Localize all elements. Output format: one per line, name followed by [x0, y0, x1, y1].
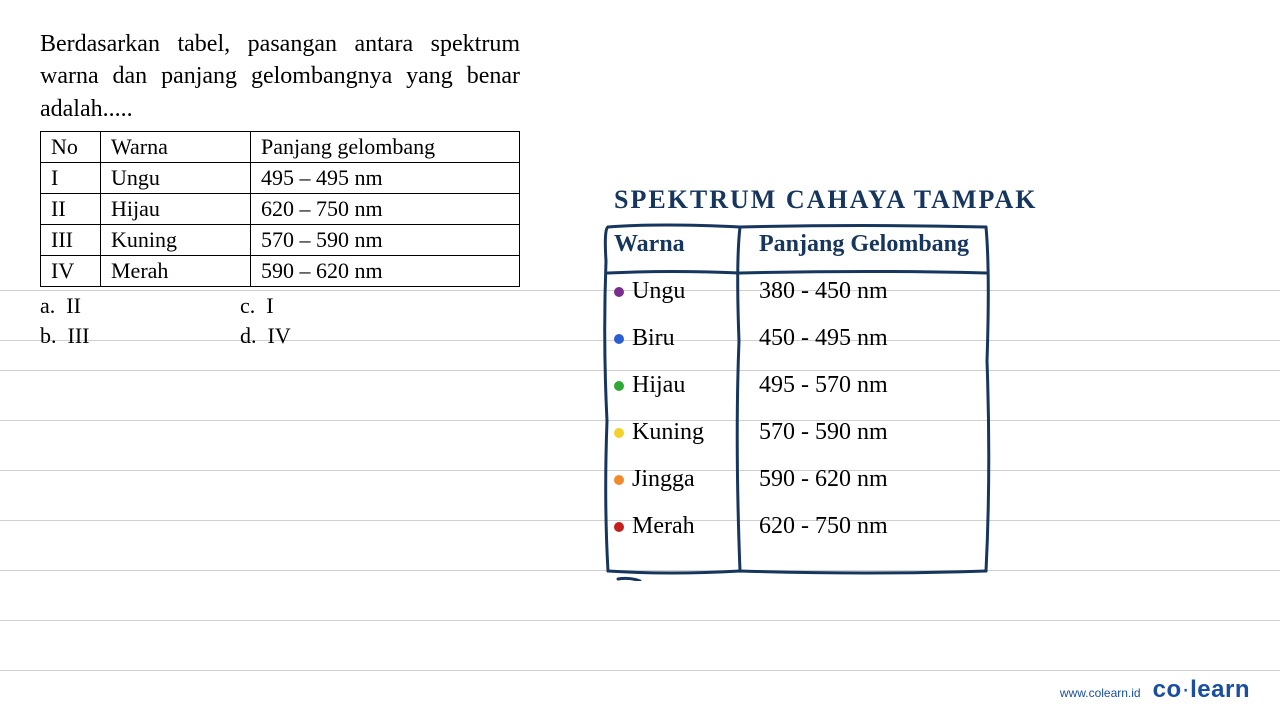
hand-warna-text: Merah — [632, 513, 695, 539]
cell-no: II — [41, 194, 101, 225]
hand-cell-pg: 450 - 495 nm — [745, 315, 995, 362]
hand-cell-warna: Biru — [600, 315, 745, 362]
hand-cell-warna: Ungu — [600, 268, 745, 315]
option-d: d. IV — [240, 321, 440, 351]
option-c-value: I — [266, 293, 273, 318]
handwritten-row: Kuning 570 - 590 nm — [600, 409, 995, 456]
logo-right: learn — [1190, 676, 1250, 703]
option-c: c. I — [240, 291, 440, 321]
hand-cell-pg: 570 - 590 nm — [745, 409, 995, 456]
hand-warna-text: Hijau — [632, 372, 685, 398]
question-text: Berdasarkan tabel, pasangan antara spekt… — [40, 28, 520, 125]
handwritten-table-wrapper: Warna Panjang Gelombang Ungu 380 - 450 n… — [600, 221, 995, 550]
cell-pg: 620 – 750 nm — [251, 194, 520, 225]
cell-pg: 495 – 495 nm — [251, 163, 520, 194]
cell-no: IV — [41, 256, 101, 287]
cell-warna: Merah — [101, 256, 251, 287]
table-row: II Hijau 620 – 750 nm — [41, 194, 520, 225]
cell-warna: Hijau — [101, 194, 251, 225]
cell-warna: Kuning — [101, 225, 251, 256]
option-b: b. III — [40, 321, 240, 351]
table-row: I Ungu 495 – 495 nm — [41, 163, 520, 194]
color-dot — [614, 428, 624, 438]
options-block: a. II b. III c. I d. IV — [40, 291, 520, 351]
cell-warna: Ungu — [101, 163, 251, 194]
hand-warna-text: Biru — [632, 325, 675, 351]
handwritten-row: Jingga 590 - 620 nm — [600, 456, 995, 503]
hand-cell-pg: 590 - 620 nm — [745, 456, 995, 503]
question-table: No Warna Panjang gelombang I Ungu 495 – … — [40, 131, 520, 287]
hand-cell-warna: Jingga — [600, 456, 745, 503]
col-header-warna: Warna — [101, 132, 251, 163]
handwritten-title: SPEKTRUM CAHAYA TAMPAK — [614, 185, 1037, 215]
hand-warna-text: Ungu — [632, 278, 685, 304]
hand-cell-pg: 380 - 450 nm — [745, 268, 995, 315]
handwritten-row: Merah 620 - 750 nm — [600, 503, 995, 550]
logo-sep: · — [1182, 676, 1191, 703]
option-a-value: II — [66, 293, 81, 318]
table-row: IV Merah 590 – 620 nm — [41, 256, 520, 287]
option-a: a. II — [40, 291, 240, 321]
cell-pg: 570 – 590 nm — [251, 225, 520, 256]
hand-warna-text: Kuning — [632, 419, 704, 445]
options-col-right: c. I d. IV — [240, 291, 440, 351]
color-dot — [614, 334, 624, 344]
hand-cell-warna: Kuning — [600, 409, 745, 456]
footer-url: www.colearn.id — [1060, 686, 1141, 700]
handwritten-row: Hijau 495 - 570 nm — [600, 362, 995, 409]
color-dot — [614, 381, 624, 391]
question-block: Berdasarkan tabel, pasangan antara spekt… — [40, 28, 520, 351]
color-dot — [614, 475, 624, 485]
handwritten-block: SPEKTRUM CAHAYA TAMPAK Warna Panjang Gel… — [600, 185, 1037, 550]
options-col-left: a. II b. III — [40, 291, 240, 351]
hand-header-pg: Panjang Gelombang — [745, 221, 995, 268]
col-header-no: No — [41, 132, 101, 163]
option-d-value: IV — [268, 323, 291, 348]
cell-no: III — [41, 225, 101, 256]
hand-cell-pg: 495 - 570 nm — [745, 362, 995, 409]
cell-no: I — [41, 163, 101, 194]
table-row: III Kuning 570 – 590 nm — [41, 225, 520, 256]
handwritten-row: Ungu 380 - 450 nm — [600, 268, 995, 315]
logo-left: co — [1153, 676, 1182, 703]
hand-cell-warna: Hijau — [600, 362, 745, 409]
handwritten-row: Biru 450 - 495 nm — [600, 315, 995, 362]
table-header-row: No Warna Panjang gelombang — [41, 132, 520, 163]
footer: www.colearn.id co·learn — [1060, 676, 1250, 704]
col-header-pg: Panjang gelombang — [251, 132, 520, 163]
cell-pg: 590 – 620 nm — [251, 256, 520, 287]
color-dot — [614, 287, 624, 297]
footer-logo: co·learn — [1153, 676, 1250, 704]
handwritten-table: Warna Panjang Gelombang Ungu 380 - 450 n… — [600, 221, 995, 550]
hand-warna-text: Jingga — [632, 466, 695, 492]
hand-cell-pg: 620 - 750 nm — [745, 503, 995, 550]
option-b-value: III — [68, 323, 90, 348]
color-dot — [614, 522, 624, 532]
hand-header-warna: Warna — [600, 221, 745, 268]
hand-cell-warna: Merah — [600, 503, 745, 550]
handwritten-header-row: Warna Panjang Gelombang — [600, 221, 995, 268]
